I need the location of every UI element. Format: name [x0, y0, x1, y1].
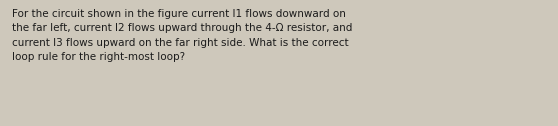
Text: For the circuit shown in the figure current I1 flows downward on
the far left, c: For the circuit shown in the figure curr… — [12, 9, 353, 62]
